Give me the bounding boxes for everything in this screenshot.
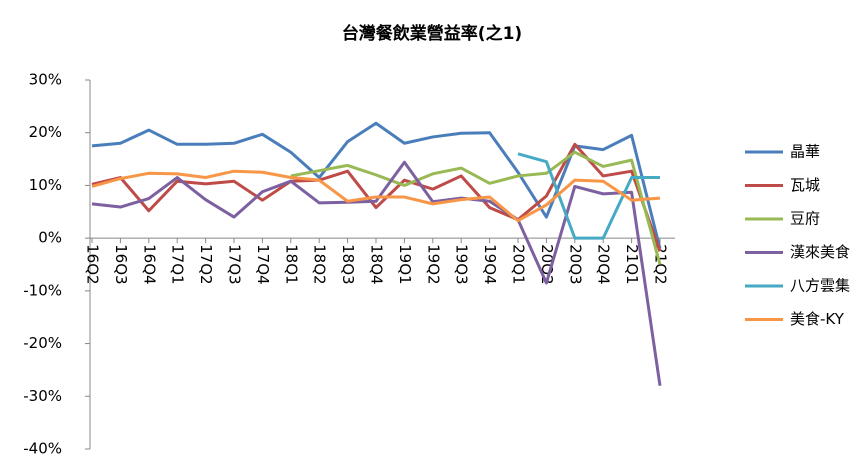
x-tick-label: 20Q4 <box>595 244 613 284</box>
x-tick-label: 16Q2 <box>84 244 102 284</box>
legend-label: 晶華 <box>790 143 820 161</box>
legend-label: 豆府 <box>790 210 820 228</box>
x-tick-label: 19Q1 <box>396 244 414 284</box>
legend-label: 八方雲集 <box>790 277 850 295</box>
chart-title: 台灣餐飲業營益率(之1) <box>342 23 522 44</box>
series-line <box>91 121 662 250</box>
series-line <box>91 169 661 223</box>
x-tick-label: 17Q3 <box>226 244 244 284</box>
x-tick-label: 18Q3 <box>339 244 357 284</box>
series-line <box>290 150 662 265</box>
x-tick-label: 17Q4 <box>254 244 272 284</box>
series-line <box>91 142 662 252</box>
x-tick-label: 20Q1 <box>510 244 528 284</box>
legend-label: 漢來美食 <box>790 243 850 261</box>
x-tick-label: 18Q1 <box>282 244 300 284</box>
x-tick-label: 16Q3 <box>112 244 130 284</box>
y-tick-label: -10% <box>23 281 62 299</box>
legend-label: 美食-KY <box>790 310 845 328</box>
x-tick-label: 18Q2 <box>311 244 329 284</box>
x-tick-label: 17Q2 <box>197 244 215 284</box>
y-tick-label: -30% <box>23 387 62 405</box>
y-tick-label: 30% <box>29 71 62 89</box>
series-line <box>517 152 660 240</box>
y-tick-label: -20% <box>23 334 62 352</box>
y-tick-label: -40% <box>23 440 62 458</box>
legend-label: 瓦城 <box>790 176 820 194</box>
series-line <box>91 160 662 386</box>
y-tick-label: 20% <box>29 123 62 141</box>
x-tick-label: 18Q4 <box>368 244 386 284</box>
x-tick-label: 19Q4 <box>481 244 499 284</box>
x-tick-label: 19Q3 <box>453 244 471 284</box>
y-tick-label: 10% <box>29 176 62 194</box>
x-tick-label: 19Q2 <box>424 244 442 284</box>
x-tick-label: 17Q1 <box>169 244 187 284</box>
y-tick-label: 0% <box>38 229 62 247</box>
x-tick-label: 21Q1 <box>623 244 641 284</box>
x-tick-label: 20Q3 <box>566 244 584 284</box>
x-tick-label: 16Q4 <box>140 244 158 284</box>
